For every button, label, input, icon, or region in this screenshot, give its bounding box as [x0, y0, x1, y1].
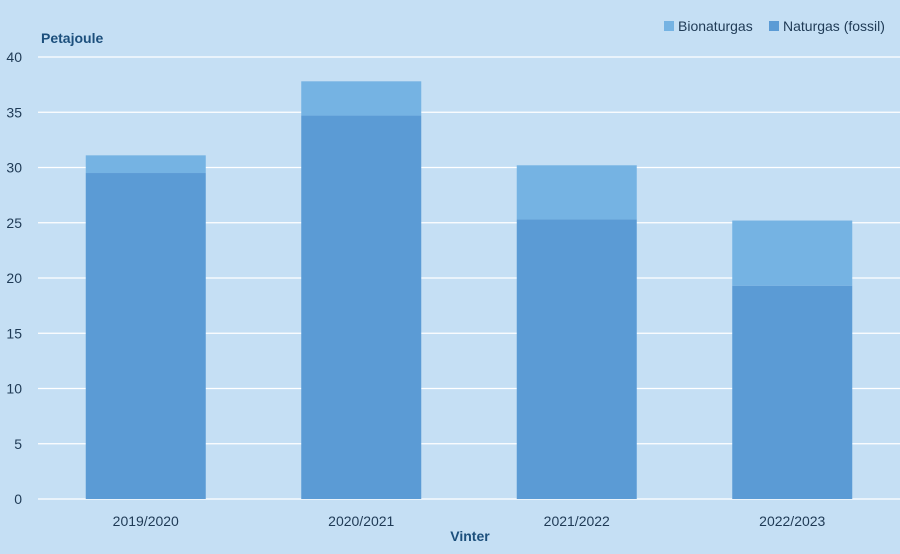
y-tick-label: 40 [6, 49, 22, 65]
y-tick-label: 5 [14, 436, 22, 452]
y-tick-label: 25 [6, 215, 22, 231]
legend-label: Bionaturgas [678, 18, 753, 34]
bar-bionaturgas-1 [301, 81, 422, 116]
x-tick-label: 2019/2020 [113, 513, 179, 529]
legend-swatch [769, 21, 779, 31]
y-axis-title: Petajoule [41, 30, 103, 46]
y-tick-label: 35 [6, 104, 22, 120]
y-tick-label: 0 [14, 491, 22, 507]
bar-naturgas-fossil-0 [85, 173, 206, 499]
x-tick-label: 2022/2023 [759, 513, 825, 529]
bar-naturgas-fossil-1 [301, 115, 422, 499]
x-tick-label: 2020/2021 [328, 513, 394, 529]
y-tick-label: 30 [6, 160, 22, 176]
bar-bionaturgas-0 [85, 155, 206, 174]
legend-swatch [664, 21, 674, 31]
legend: Bionaturgas Naturgas (fossil) [664, 18, 885, 34]
bar-bionaturgas-2 [516, 165, 637, 220]
bars [85, 81, 853, 499]
bar-bionaturgas-3 [732, 220, 853, 286]
bar-naturgas-fossil-2 [516, 219, 637, 499]
legend-label: Naturgas (fossil) [783, 18, 885, 34]
x-tick-label: 2021/2022 [544, 513, 610, 529]
y-tick-label: 20 [6, 270, 22, 286]
y-tick-labels: 0 5 10 15 20 25 30 35 40 [6, 49, 22, 507]
x-axis-title: Vinter [450, 528, 490, 544]
y-tick-label: 15 [6, 325, 22, 341]
x-tick-labels: 2019/2020 2020/2021 2021/2022 2022/2023 [113, 513, 826, 529]
bar-naturgas-fossil-3 [732, 285, 853, 499]
y-tick-label: 10 [6, 381, 22, 397]
